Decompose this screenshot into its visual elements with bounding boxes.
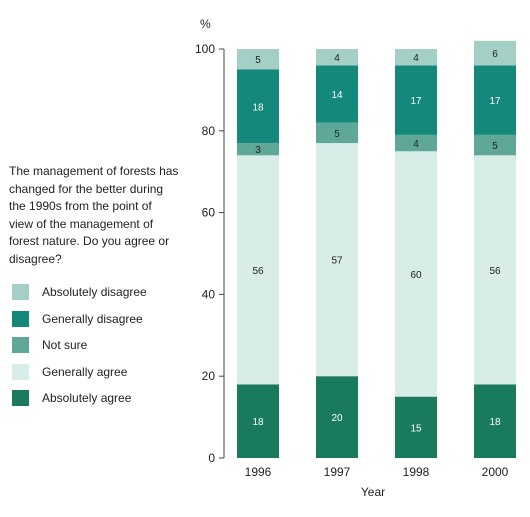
data-label: 18: [489, 417, 501, 428]
x-tick-label: 1998: [403, 465, 430, 479]
data-label: 15: [410, 423, 422, 434]
bar-segment-not-sure: [316, 122, 358, 144]
y-tick-label: 20: [202, 369, 216, 383]
data-label: 17: [489, 96, 501, 107]
legend-label: Absolutely agree: [42, 391, 132, 405]
data-label: 17: [410, 96, 422, 107]
legend-label: Generally disagree: [42, 311, 143, 326]
x-axis: 19961997199820002001: [245, 465, 509, 479]
bar-segment-absolutely-agree: [237, 384, 279, 458]
bar-segment-generally-agree: [237, 155, 279, 385]
bar-segment-absolutely-disagree: [474, 40, 516, 66]
data-label: 56: [489, 266, 501, 277]
data-label: 14: [331, 90, 343, 101]
y-tick-label: 40: [202, 287, 216, 301]
data-label: 20: [331, 413, 343, 424]
legend-label: Not sure: [42, 338, 88, 352]
bar-stack-1996: 18 56 3 18 5: [237, 49, 279, 458]
data-label: 6: [492, 49, 498, 60]
bar-segment-absolutely-disagree: [395, 49, 437, 66]
y-axis-unit: %: [200, 17, 211, 31]
y-tick-label: 100: [195, 42, 215, 56]
bar-stack-2000: 18 56 5 17 6: [474, 40, 516, 458]
legend-swatch: [12, 310, 29, 327]
bar-segment-not-sure: [474, 134, 516, 156]
y-axis: 0 20 40 60 80 100: [195, 42, 225, 465]
legend-swatch: [12, 337, 29, 353]
data-label: 18: [252, 417, 264, 428]
survey-question: The management of forests has changed fo…: [9, 164, 179, 266]
bar-segment-absolutely-agree: [395, 396, 437, 458]
bar-segment-absolutely-agree: [474, 384, 516, 458]
bar-stack-1998: 15 60 4 17 4: [395, 49, 437, 458]
bar-segment-generally-disagree: [237, 69, 279, 144]
data-label: 57: [331, 256, 343, 267]
data-label: 18: [252, 102, 264, 113]
legend-label: Absolutely disagree: [42, 285, 147, 299]
data-label: 5: [492, 141, 498, 152]
y-tick-label: 60: [202, 206, 216, 220]
legend-swatch: [12, 284, 29, 300]
data-label: 5: [334, 129, 340, 140]
bar-segment-generally-disagree: [316, 65, 358, 123]
x-tick-label: 1996: [245, 465, 272, 479]
data-label: 4: [413, 139, 419, 150]
data-label: 60: [410, 270, 422, 281]
data-label: 56: [252, 266, 264, 277]
y-tick-label: 80: [202, 124, 216, 138]
bar-segment-generally-agree: [395, 151, 437, 397]
data-label: 4: [413, 53, 419, 64]
data-label: 3: [255, 145, 261, 156]
bar-segment-generally-agree: [316, 143, 358, 377]
x-tick-label: 2000: [482, 465, 509, 479]
y-tick-label: 0: [208, 451, 215, 465]
x-axis-title: Year: [361, 485, 385, 499]
bar-segment-generally-disagree: [474, 65, 516, 135]
bar-segment-absolutely-disagree: [316, 49, 358, 66]
legend-swatch: [12, 390, 29, 406]
bar-stack-1997: 20 57 5 14 4: [316, 49, 358, 458]
bar-segment-generally-disagree: [395, 65, 437, 135]
legend-swatch: [12, 363, 29, 380]
data-label: 4: [334, 53, 340, 64]
bar-segment-not-sure: [395, 134, 437, 152]
bar-segment-absolutely-disagree: [237, 49, 279, 70]
bars: 1856318520575144156041741856517619564165: [237, 40, 516, 458]
x-tick-label: 1997: [324, 465, 351, 479]
bar-segment-generally-agree: [474, 155, 516, 385]
bar-segment-not-sure: [237, 143, 279, 156]
legend-label: Generally agree: [42, 364, 128, 379]
data-label: 5: [255, 55, 261, 66]
bar-segment-absolutely-agree: [316, 376, 358, 458]
